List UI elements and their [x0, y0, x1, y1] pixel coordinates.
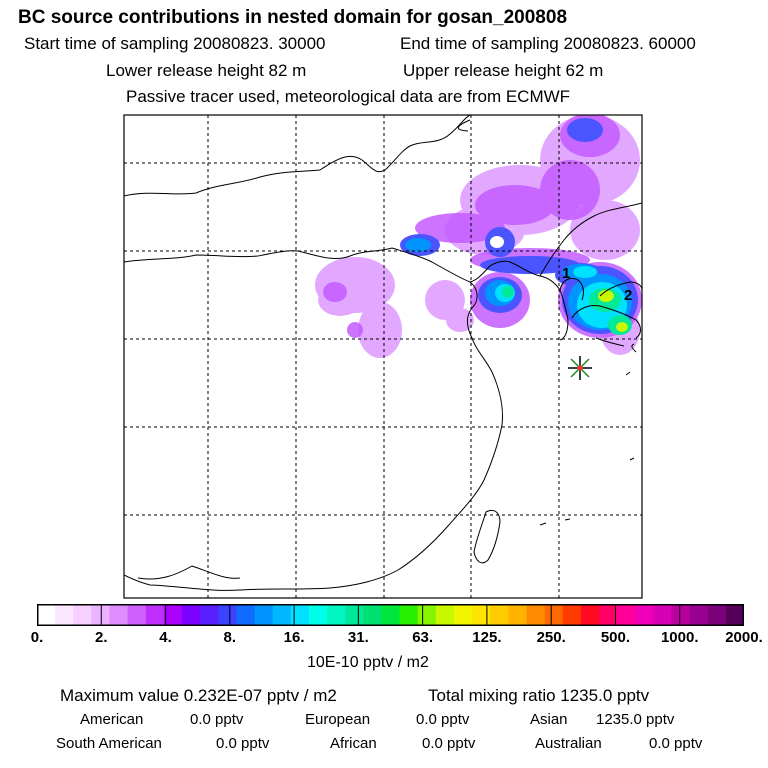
map-title: BC source contributions in nested domain… [18, 7, 568, 28]
color-swatch [363, 604, 383, 626]
color-swatch [37, 604, 56, 626]
map-label-2: 2 [624, 287, 632, 304]
color-scale-tick-label: 250. [536, 629, 566, 646]
region-value-asian: 1235.0 pptv [596, 711, 675, 728]
color-scale-tick-label: 2. [95, 629, 108, 646]
map-frame [123, 114, 643, 599]
color-swatch [725, 604, 744, 626]
color-scale-tick-label: 8. [223, 629, 237, 646]
color-swatch [453, 604, 473, 626]
color-scale-units: 10E-10 pptv / m2 [307, 654, 429, 671]
color-swatch [327, 604, 346, 626]
color-swatch [308, 604, 328, 626]
color-swatch [218, 604, 238, 626]
color-swatch [399, 604, 419, 626]
color-swatch [163, 604, 183, 626]
tracer-note: Passive tracer used, meteorological data… [126, 87, 571, 106]
lower-release-height: Lower release height 82 m [106, 61, 307, 80]
color-swatch [345, 604, 364, 626]
color-swatch [127, 604, 147, 626]
color-swatch [55, 604, 74, 626]
color-scale-tick-label: 31. [347, 629, 369, 646]
color-scale-frame [37, 604, 744, 626]
color-swatch [109, 604, 129, 626]
color-scale-tick-label: 0. [30, 629, 44, 646]
color-swatch [544, 604, 564, 626]
color-swatch [671, 604, 691, 626]
region-name-european: European [305, 711, 371, 728]
maximum-value: Maximum value 0.232E-07 pptv / m2 [60, 686, 337, 705]
color-scale-tick-label: 125. [472, 629, 502, 646]
region-value-european: 0.0 pptv [416, 711, 470, 728]
lat-lon-grid [124, 115, 642, 598]
color-swatch [598, 604, 618, 626]
color-swatch [653, 604, 673, 626]
color-scale-tick-label: 1000. [660, 629, 699, 646]
color-swatch [145, 604, 165, 626]
color-swatch [272, 604, 292, 626]
region-value-australian: 0.0 pptv [649, 735, 703, 752]
color-swatch [707, 604, 727, 626]
region-name-australian: Australian [535, 735, 602, 752]
region-name-south-american: South American [56, 735, 162, 752]
color-swatch [580, 604, 600, 626]
total-mixing-ratio: Total mixing ratio 1235.0 pptv [428, 686, 650, 705]
color-swatch [617, 604, 636, 626]
color-scale-bar [37, 604, 744, 626]
color-scale-tick-label: 2000. [725, 629, 763, 646]
color-swatch [472, 604, 491, 626]
map-plot: 1 2 [123, 114, 643, 599]
coastlines [124, 115, 642, 591]
region-value-american: 0.0 pptv [190, 711, 244, 728]
color-swatch [490, 604, 509, 626]
color-scale-tick-label: 500. [600, 629, 631, 646]
color-scale-tick-label: 16. [283, 629, 305, 646]
color-swatch [562, 604, 582, 626]
color-swatch [182, 604, 201, 626]
color-swatch [381, 604, 401, 626]
color-scale-tick-label: 63. [412, 629, 434, 646]
color-swatch [254, 604, 274, 626]
color-swatch [91, 604, 111, 626]
upper-release-height: Upper release height 62 m [403, 61, 604, 80]
color-swatch [435, 604, 455, 626]
map-label-1: 1 [562, 265, 570, 282]
color-swatch [290, 604, 310, 626]
region-name-asian: Asian [530, 711, 568, 728]
color-scale-tick-label: 4. [159, 629, 172, 646]
color-swatch [635, 604, 654, 626]
star-icon [568, 356, 592, 380]
color-swatch [689, 604, 709, 626]
concentration-field [315, 115, 642, 358]
region-value-south-american: 0.0 pptv [216, 735, 270, 752]
start-time: Start time of sampling 20080823. 30000 [24, 34, 326, 53]
region-value-african: 0.0 pptv [422, 735, 476, 752]
region-name-american: American [80, 711, 144, 728]
color-swatch [526, 604, 546, 626]
region-name-african: African [330, 735, 377, 752]
color-swatch [236, 604, 256, 626]
color-swatch [508, 604, 528, 626]
color-swatch [73, 604, 92, 626]
color-swatch [417, 604, 437, 626]
color-swatch [200, 604, 219, 626]
end-time: End time of sampling 20080823. 60000 [400, 34, 696, 53]
